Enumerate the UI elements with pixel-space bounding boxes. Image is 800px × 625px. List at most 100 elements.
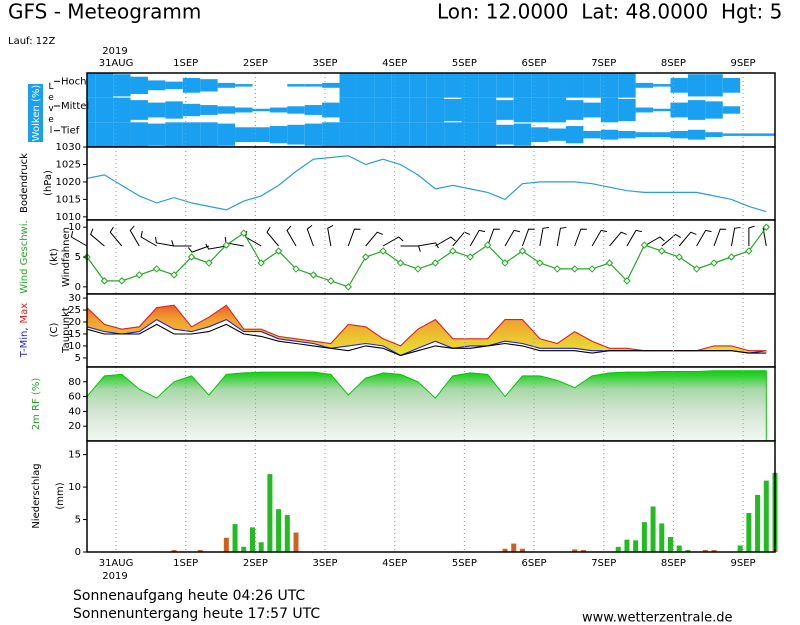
cloud-cell	[513, 97, 532, 123]
cloud-cell	[635, 132, 654, 138]
marker	[483, 241, 492, 249]
cloud-cell	[565, 73, 584, 98]
y-label: Wind Geschwi.	[19, 220, 30, 293]
run: Lauf: 12Z	[8, 36, 55, 47]
cloud-cell	[600, 97, 619, 123]
cloud-cell	[705, 101, 723, 119]
cloud-cell	[478, 97, 497, 123]
bar	[232, 524, 238, 552]
x-tick-label: 4SEP	[382, 58, 407, 69]
cloud-cell	[87, 73, 96, 98]
cloud-cell	[374, 73, 392, 98]
x-tick-label: 5SEP	[452, 558, 477, 569]
cloud-cell	[757, 133, 775, 136]
marker	[570, 265, 579, 273]
y-tick-label: 30	[68, 293, 81, 304]
level-label: Hoch	[61, 76, 86, 87]
wind-barb	[730, 226, 741, 247]
x-tick-label: 1SEP	[173, 58, 198, 69]
wind-barb	[306, 224, 314, 247]
cloud-cell	[635, 107, 654, 113]
cloud-cell	[217, 106, 236, 114]
x-tick-label: 7SEP	[591, 558, 616, 569]
bar	[197, 550, 203, 552]
y-tick-label: 5	[75, 353, 81, 364]
marker	[431, 259, 440, 267]
wind-barb	[155, 236, 175, 247]
x-tick-label: 8SEP	[661, 58, 686, 69]
cloud-cell	[531, 73, 549, 98]
wind-barb	[140, 231, 157, 247]
y-label: 2m RF (%)	[31, 378, 42, 431]
marker	[588, 265, 596, 273]
cloud-cell	[269, 107, 288, 113]
cloud-cell	[548, 97, 566, 123]
marker	[745, 247, 753, 255]
cloud-cell	[391, 122, 410, 147]
cloud-cell	[113, 74, 131, 97]
wind-barb	[266, 226, 279, 247]
marker	[309, 271, 318, 279]
cloud-cell	[252, 127, 270, 143]
wind-barb	[696, 229, 712, 247]
cloud-cell	[95, 73, 114, 98]
marker	[152, 265, 161, 273]
bar	[249, 527, 255, 552]
cloud-cell	[235, 84, 253, 87]
x-tick-label: 2SEP	[243, 558, 268, 569]
cloud-cell	[130, 122, 148, 147]
panel	[87, 147, 775, 220]
y-tick-label: 10	[68, 482, 81, 493]
cloud-cell	[235, 107, 253, 113]
cloud-cell	[200, 79, 218, 92]
wind-barb	[748, 225, 755, 246]
cloud-cell	[513, 73, 532, 98]
wind-barb	[556, 226, 567, 247]
cloud-cell	[600, 129, 619, 140]
bar	[755, 494, 761, 552]
bar	[511, 543, 517, 552]
cloud-cell	[409, 122, 427, 147]
wind-barb	[365, 231, 384, 247]
y-tick-label: 20	[68, 317, 81, 328]
wind-barb	[417, 242, 439, 249]
cloud-cell	[87, 122, 96, 147]
cloud-cell	[374, 122, 392, 147]
cloud-cell	[618, 98, 636, 122]
cloud-cell	[565, 126, 584, 144]
y-label: T-Min, Max	[19, 303, 30, 358]
wind-barb	[574, 228, 587, 247]
marker	[518, 247, 527, 255]
cloud-cell	[653, 132, 671, 138]
y-tick-label: 15	[68, 329, 81, 340]
x-tick-label: 31AUG	[99, 58, 134, 69]
cloud-cell	[182, 103, 201, 117]
y-tick-label: 0	[75, 282, 81, 293]
marker	[536, 259, 544, 267]
x-tick-label: 9SEP	[731, 58, 756, 69]
cloud-cell	[200, 122, 218, 147]
cloud-cell	[722, 106, 741, 114]
y-tick-label: 1010	[56, 212, 81, 223]
cloud-cell	[426, 97, 445, 123]
cloud-cell	[113, 122, 131, 147]
y-tick-label: 25	[68, 305, 81, 316]
cloud-cell	[670, 102, 688, 118]
bar	[676, 545, 682, 552]
wind-barb	[171, 240, 192, 247]
wind-barb	[109, 226, 123, 247]
y-tick-label: 10	[68, 341, 81, 352]
x-tick-label: 6SEP	[522, 58, 547, 69]
wind-barb	[591, 229, 608, 247]
cloud-cell	[531, 97, 549, 123]
cloud-cell	[513, 123, 532, 146]
bar	[659, 523, 665, 552]
cloud-cell	[687, 100, 706, 120]
cloud-cell	[200, 105, 218, 115]
cloud-cell	[705, 132, 723, 138]
cloud-cell	[618, 130, 636, 139]
cloud-cell	[95, 97, 114, 123]
cloud-cell	[531, 127, 549, 143]
